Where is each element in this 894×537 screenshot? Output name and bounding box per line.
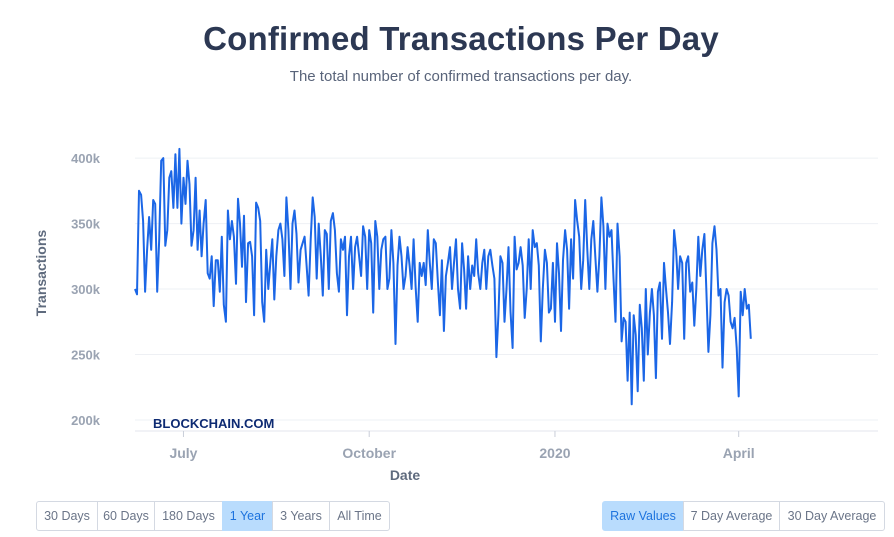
x-axis-label: Date [390,467,421,483]
range-all-time-button[interactable]: All Time [329,501,390,531]
y-tick-label: 200k [71,413,101,428]
y-tick-label: 250k [71,348,101,363]
transactions-chart: 200k 250k 300k 350k 400k July October 2020 Apri… [33,147,878,483]
y-tick-label: 300k [71,282,101,297]
chart-title: Confirmed Transactions Per Day [203,20,719,57]
value-mode-buttons: Raw Values 7 Day Average 30 Day Average [602,501,885,531]
x-axis-ticks: July October 2020 April [135,430,878,461]
mode-30-day-average-button[interactable]: 30 Day Average [779,501,885,531]
range-60-days-button[interactable]: 60 Days [97,501,155,531]
y-axis-ticks: 200k 250k 300k 350k 400k [71,151,101,428]
range-3-years-button[interactable]: 3 Years [272,501,330,531]
y-tick-label: 400k [71,151,101,166]
time-range-buttons: 30 Days 60 Days 180 Days 1 Year 3 Years All T… [36,501,390,531]
x-tick-label: October [342,445,396,461]
chart-subtitle: The total number of confirmed transactio… [289,68,633,85]
x-tick-label: July [169,445,197,461]
chart-gridlines [135,157,878,421]
range-180-days-button[interactable]: 180 Days [154,501,223,531]
x-tick-label: April [723,445,755,461]
x-tick-label: 2020 [539,445,570,461]
mode-raw-values-button[interactable]: Raw Values [602,501,684,531]
range-30-days-button[interactable]: 30 Days [36,501,98,531]
mode-7-day-average-button[interactable]: 7 Day Average [683,501,780,531]
blockchain-watermark: BLOCKCHAIN.COM [153,416,274,431]
y-tick-label: 350k [71,217,101,232]
series-line [134,147,752,406]
range-1-year-button[interactable]: 1 Year [222,501,273,531]
y-axis-label: Transactions [33,230,49,317]
